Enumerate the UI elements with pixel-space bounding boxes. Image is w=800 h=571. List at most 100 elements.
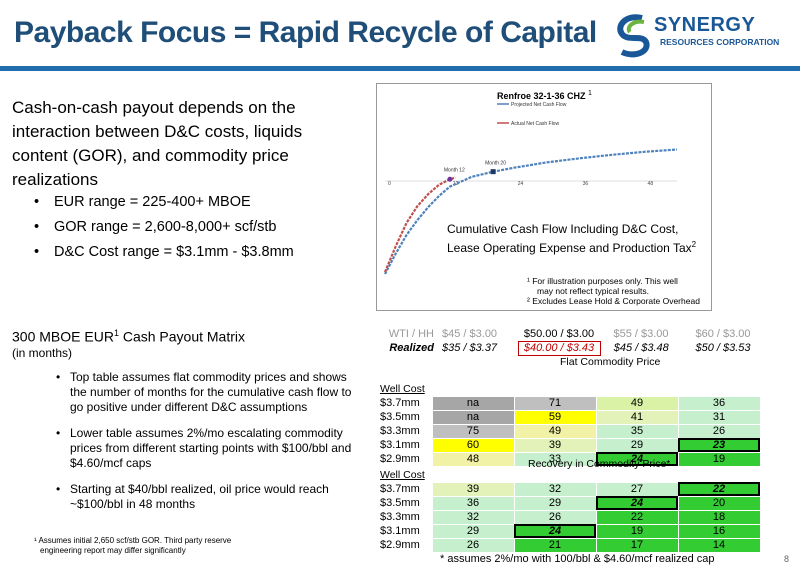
bullet-eur: EUR range = 225-400+ MBOE	[34, 190, 294, 215]
payout-cell-highlighted: 24	[595, 495, 679, 511]
x-tick-label: 48	[648, 181, 654, 187]
flat-price-table: Well Cost $3.7mm na 71 49 36 $3.5mm na 5…	[376, 382, 761, 467]
realized-price: $50 / $3.53	[695, 342, 751, 354]
payout-cell: 60	[431, 437, 515, 453]
annotation-month-20: Month 20	[485, 161, 506, 167]
price-header: WTI / HH $45 / $3.00 $50.00 / $3.00 $55 …	[376, 327, 764, 356]
recovery-table-title: Recovery in Commodity Price*	[528, 458, 671, 470]
payout-cell: 29	[513, 495, 597, 511]
chart-footnote-2: ² Excludes Lease Hold & Corporate Overhe…	[527, 296, 700, 306]
realized-price: $45 / $3.48	[613, 342, 669, 354]
payout-cell: 71	[513, 395, 597, 411]
payout-cell: 32	[513, 481, 597, 497]
payout-cell: 18	[677, 509, 761, 525]
payout-cell: 19	[677, 451, 761, 467]
legend-label: Projected Net Cash Flow	[511, 102, 567, 108]
wti-price: $45 / $3.00	[442, 328, 498, 340]
payout-cell: na	[431, 395, 515, 411]
payout-cell: 49	[513, 423, 597, 439]
note-starting: Starting at $40/bbl realized, oil price …	[56, 482, 352, 512]
payout-cell: 39	[513, 437, 597, 453]
legend-label: Actual Net Cash Flow	[511, 121, 559, 127]
well-cost-cell: $3.3mm	[380, 425, 420, 437]
payout-cell: 36	[431, 495, 515, 511]
x-tick-label: 24	[518, 181, 524, 187]
logo-subtitle: RESOURCES CORPORATION	[660, 37, 780, 47]
wti-price: $50.00 / $3.00	[523, 327, 595, 340]
x-tick-label: 0	[388, 181, 391, 187]
recovery-price-table: Well Cost $3.7mm 39 32 27 22 $3.5mm 36 2…	[376, 468, 761, 553]
note-flat: Top table assumes flat commodity prices …	[56, 370, 352, 415]
wti-label: WTI / HH	[388, 328, 434, 340]
synergy-logo: SYNERGY RESOURCES CORPORATION	[612, 12, 792, 58]
bullet-gor: GOR range = 2,600-8,000+ scf/stb	[34, 215, 294, 240]
chart-footnote-1: ¹ For illustration purposes only. This w…	[527, 276, 678, 286]
wti-price: $60 / $3.00	[695, 328, 751, 340]
x-tick-label: 36	[583, 181, 589, 187]
payout-cell: 39	[431, 481, 515, 497]
payout-cell: 75	[431, 423, 515, 439]
table-row: $3.1mm 29 24 19 16	[376, 523, 761, 539]
payout-cell-highlighted: 24	[595, 451, 679, 467]
payout-cell: 33	[513, 451, 597, 467]
page-number: 8	[784, 554, 790, 564]
matrix-footnote: ¹ Assumes initial 2,650 scf/stb GOR. Thi…	[34, 536, 231, 556]
series-line	[384, 148, 678, 275]
payout-cell: 26	[677, 423, 761, 439]
well-cost-header: Well Cost	[380, 469, 425, 481]
bullet-dc-cost: D&C Cost range = $3.1mm - $3.8mm	[34, 240, 294, 265]
well-cost-header: Well Cost	[380, 383, 425, 395]
payout-cell-highlighted: 24	[513, 523, 597, 539]
payout-cell: 49	[595, 395, 679, 411]
logo-name: SYNERGY	[654, 14, 756, 36]
payout-cell: na	[431, 409, 515, 425]
realized-price-selected: $40.00 / $3.43	[517, 340, 601, 356]
chart-footnote-1b: may not reflect typical results.	[537, 286, 649, 296]
well-cost-cell: $3.1mm	[380, 525, 420, 537]
matrix-notes: Top table assumes flat commodity prices …	[56, 370, 352, 523]
payout-cell: 16	[677, 523, 761, 539]
chart-title: Renfroe 32-1-36 CHZ 1	[497, 90, 592, 101]
payout-cell: 20	[677, 495, 761, 511]
chart-footnotes: ¹ For illustration purposes only. This w…	[527, 276, 700, 306]
payout-cell: 14	[677, 537, 761, 553]
month-12-marker	[447, 176, 453, 182]
payout-cell: 35	[595, 423, 679, 439]
well-cost-cell: $2.9mm	[380, 539, 420, 551]
payout-cell: 26	[431, 537, 515, 553]
well-cost-cell: $2.9mm	[380, 453, 420, 465]
realized-price: $35 / $3.37	[442, 342, 498, 354]
payout-cell: 36	[677, 395, 761, 411]
well-cost-cell: $3.5mm	[380, 497, 420, 509]
well-cost-cell: $3.7mm	[380, 483, 420, 495]
matrix-footnote-line1: ¹ Assumes initial 2,650 scf/stb GOR. Thi…	[34, 536, 232, 545]
chart-caption: Cumulative Cash Flow Including D&C Cost,…	[447, 222, 697, 255]
month-20-marker	[490, 169, 496, 175]
table-row: $3.5mm 36 29 24 20	[376, 495, 761, 511]
note-escalating: Lower table assumes 2%/mo escalating com…	[56, 426, 352, 471]
logo-swirl-icon	[617, 14, 650, 58]
cash-flow-chart: Renfroe 32-1-36 CHZ 1 0 12 24 36 48 Projected…	[376, 83, 712, 311]
payout-cell-highlighted: 23	[677, 437, 761, 453]
table-row: $3.3mm 32 26 22 18	[376, 509, 761, 525]
realized-label: Realized	[389, 342, 434, 354]
well-cost-cell: $3.3mm	[380, 511, 420, 523]
matrix-subtitle: (in months)	[12, 346, 73, 360]
payout-cell: 29	[431, 523, 515, 539]
payout-cell: 27	[595, 481, 679, 497]
table-row: $3.3mm 75 49 35 26	[376, 423, 761, 439]
title-rule	[0, 66, 800, 71]
table-row: $2.9mm 48 33 24 19	[376, 451, 761, 467]
payout-cell: 32	[431, 509, 515, 525]
intro-text: Cash-on-cash payout depends on the inter…	[12, 98, 303, 189]
wti-price: $55 / $3.00	[613, 328, 669, 340]
payout-cell: 48	[431, 451, 515, 467]
table-row: $3.7mm na 71 49 36	[376, 395, 761, 411]
intro-bullets: EUR range = 225-400+ MBOE GOR range = 2,…	[34, 190, 294, 265]
table-row: $3.7mm 39 32 27 22	[376, 481, 761, 497]
slide-title: Payback Focus = Rapid Recycle of Capital	[14, 16, 597, 49]
payout-cell-highlighted: 22	[677, 481, 761, 497]
well-cost-cell: $3.7mm	[380, 397, 420, 409]
payout-cell: 19	[595, 523, 679, 539]
payout-cell: 26	[513, 509, 597, 525]
